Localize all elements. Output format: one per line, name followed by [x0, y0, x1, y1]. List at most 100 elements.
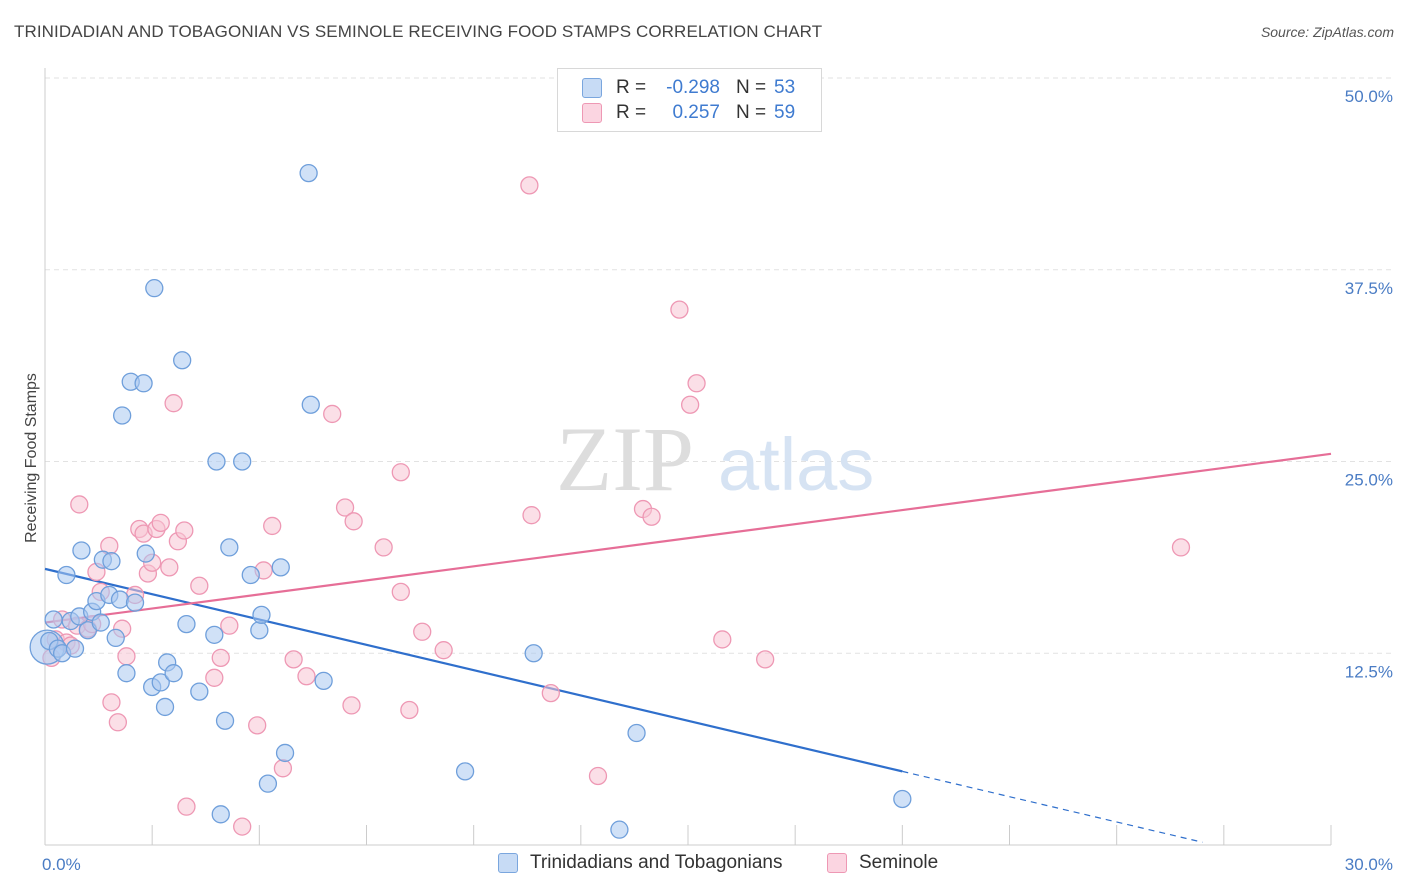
point-trinidadian — [44, 610, 63, 629]
point-seminole — [756, 650, 775, 669]
point-trinidadian — [211, 805, 230, 824]
series-legend-item-trinidadian[interactable]: Trinidadians and Tobagonians — [498, 852, 782, 874]
point-trinidadian — [455, 762, 475, 781]
point-seminole — [391, 582, 410, 602]
point-seminole — [233, 817, 252, 836]
legend-n-label: N = — [736, 102, 767, 123]
point-trinidadian — [215, 711, 235, 730]
point-seminole — [102, 693, 121, 712]
point-trinidadian — [275, 743, 295, 763]
trend-line-0 — [44, 567, 903, 773]
point-seminole — [344, 512, 363, 531]
point-seminole — [335, 498, 355, 517]
legend-r-value: 0.257 — [672, 102, 720, 123]
point-trinidadian — [205, 625, 224, 644]
point-trinidadian — [102, 552, 121, 571]
point-trinidadian — [145, 279, 164, 298]
point-seminole — [400, 700, 419, 720]
point-seminole — [160, 558, 179, 577]
point-seminole — [248, 716, 267, 735]
point-seminole — [164, 394, 183, 413]
point-trinidadian — [72, 541, 91, 560]
point-trinidadian — [134, 374, 153, 393]
y-tick-label: 50.0% — [1345, 87, 1393, 106]
x-tick-label: 0.0% — [42, 855, 81, 874]
point-seminole — [273, 759, 293, 778]
legend-r-label: R = — [616, 77, 647, 98]
legend-row-trinidadian: R = -0.298 N = 53 — [582, 76, 795, 100]
y-tick-label: 37.5% — [1345, 279, 1393, 298]
point-seminole — [520, 176, 539, 195]
series-legend-item-seminole[interactable]: Seminole — [827, 852, 938, 874]
x-tick-label: 30.0% — [1345, 855, 1393, 874]
point-seminole — [342, 696, 361, 715]
watermark-zip: ZIP — [556, 408, 694, 510]
point-trinidadian — [220, 538, 239, 557]
trend-lines — [44, 452, 1332, 843]
series-swatch-pink — [827, 853, 847, 873]
y-tick-labels: 12.5% 25.0% 37.5% 50.0% — [1345, 87, 1393, 681]
chart-title: TRINIDADIAN AND TOBAGONIAN VS SEMINOLE R… — [14, 22, 823, 41]
point-trinidadian — [271, 558, 290, 577]
point-trinidadian — [91, 613, 110, 632]
point-seminole — [680, 395, 700, 414]
point-trinidadian — [524, 644, 543, 663]
point-trinidadian — [299, 163, 318, 183]
watermark-atlas: atlas — [718, 423, 874, 506]
point-seminole — [642, 507, 661, 526]
trend-line-1 — [44, 452, 1332, 624]
point-seminole — [434, 641, 453, 660]
point-seminole — [522, 506, 541, 525]
source-label: Source: ZipAtlas.com — [1260, 24, 1394, 40]
point-trinidadian — [155, 697, 175, 717]
legend-swatch-blue — [582, 78, 602, 98]
point-seminole — [175, 521, 194, 540]
y-tick-label: 25.0% — [1345, 471, 1393, 490]
legend-r-label: R = — [616, 102, 647, 123]
point-seminole — [117, 647, 136, 666]
point-seminole — [70, 495, 89, 514]
point-seminole — [1171, 538, 1191, 557]
legend-n-value: 59 — [774, 102, 796, 123]
point-seminole — [297, 667, 316, 686]
point-trinidadian — [252, 605, 271, 625]
point-trinidadian — [314, 671, 333, 691]
series-name: Trinidadians and Tobagonians — [530, 852, 783, 873]
point-trinidadian — [125, 593, 145, 612]
point-trinidadian — [233, 452, 252, 471]
point-seminole — [374, 538, 393, 557]
point-trinidadian — [110, 590, 130, 609]
point-seminole — [151, 513, 170, 533]
point-seminole — [413, 622, 432, 641]
point-trinidadian — [893, 789, 912, 809]
point-trinidadian — [250, 621, 269, 640]
point-seminole — [713, 630, 732, 649]
x-tick-labels: 0.0% 30.0% — [42, 855, 1393, 874]
point-seminole — [687, 374, 706, 393]
point-seminole — [211, 648, 230, 668]
point-seminole — [177, 797, 196, 816]
point-seminole — [263, 516, 282, 536]
legend-r-value: -0.298 — [666, 77, 720, 98]
point-seminole — [205, 668, 224, 687]
point-trinidadian — [190, 682, 209, 701]
point-trinidadian — [164, 664, 183, 683]
point-seminole — [284, 650, 303, 669]
legend-row-seminole: R = 0.257 N = 59 — [582, 101, 795, 125]
trend-line-extension-0 — [902, 770, 1203, 843]
point-trinidadian — [113, 406, 132, 425]
legend-n-label: N = — [736, 77, 767, 98]
legend-n-value: 53 — [774, 77, 796, 98]
point-seminole — [190, 576, 209, 595]
data-points — [29, 163, 1191, 839]
point-trinidadian — [241, 565, 260, 585]
correlation-legend: R = -0.298 N = 53 R = 0.257 N = 59 — [557, 68, 822, 132]
point-seminole — [670, 300, 689, 319]
point-trinidadian — [258, 774, 278, 793]
y-axis-label: Receiving Food Stamps — [23, 373, 40, 543]
point-trinidadian — [136, 544, 155, 563]
point-seminole — [541, 683, 560, 703]
point-trinidadian — [610, 820, 629, 839]
legend-swatch-pink — [582, 103, 602, 123]
